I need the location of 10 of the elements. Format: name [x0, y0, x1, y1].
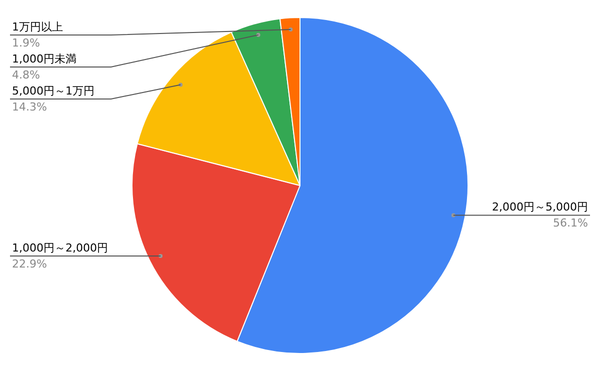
slice-label: 2,000円～5,000円	[492, 200, 588, 214]
data-label: 22.9%	[12, 257, 47, 270]
data-label: 56.1%	[553, 216, 588, 230]
slice-label: 5,000円～1万円	[12, 84, 94, 98]
data-label: 1.9%	[12, 36, 40, 50]
data-label: 14.3%	[12, 100, 47, 114]
data-label: 4.8%	[12, 68, 40, 82]
slice-label: 1,000円未満	[12, 52, 76, 66]
slice-label: 1,000円～2,000円	[12, 241, 108, 254]
slice-label: 1万円以上	[12, 20, 63, 34]
